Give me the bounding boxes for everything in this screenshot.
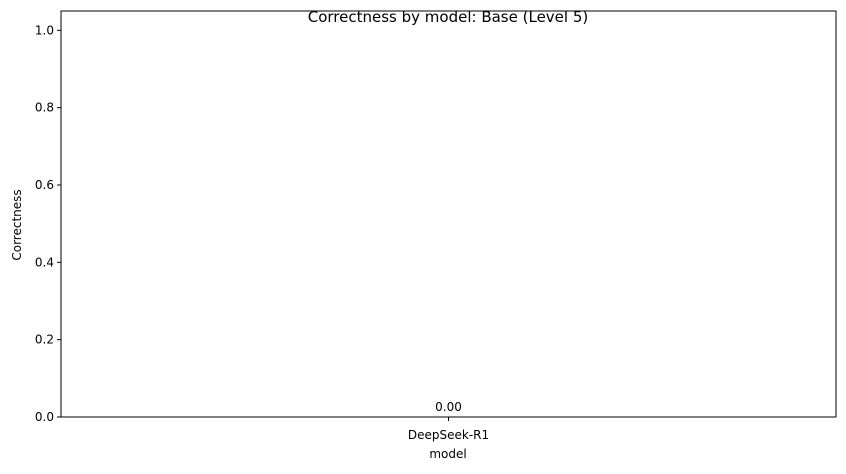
y-tick-label: 0.2 [35,333,54,347]
plot-frame [60,10,837,418]
y-tick-label: 0.8 [35,101,54,115]
x-axis-label: model [429,447,466,461]
x-tick-label: DeepSeek-R1 [408,428,489,442]
y-axis-ticks: 0.0 0.2 0.4 0.6 0.8 1.0 [35,23,61,424]
bar-data-label: 0.00 [435,400,462,414]
y-tick-label: 0.4 [35,255,54,269]
y-tick-label: 0.0 [35,410,54,424]
x-axis-ticks: DeepSeek-R1 [408,417,489,442]
data-labels-group: 0.00 [435,400,462,414]
y-tick-label: 1.0 [35,23,54,37]
y-tick-label: 0.6 [35,178,54,192]
chart-title: Correctness by model: Base (Level 5) [308,8,588,26]
y-axis-label: Correctness [10,189,24,260]
